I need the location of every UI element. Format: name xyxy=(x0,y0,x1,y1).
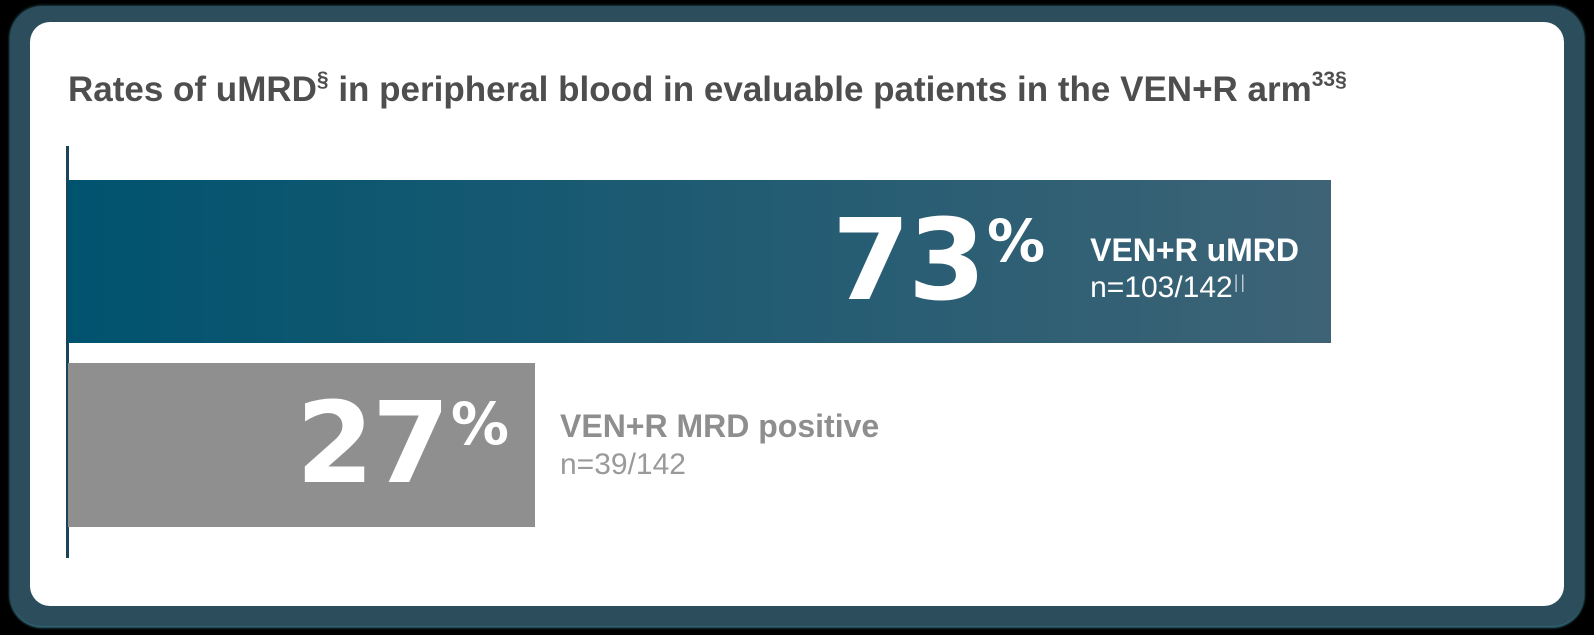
bar-n-text: n=103/142 xyxy=(1090,270,1233,304)
percent-sign: % xyxy=(986,206,1046,275)
y-axis-line xyxy=(66,146,69,558)
card-frame: Rates of uMRD§ in peripheral blood in ev… xyxy=(10,6,1584,626)
bar-venr-mrd-positive: 27 % xyxy=(68,363,535,527)
percent-sign: % xyxy=(450,390,509,459)
title-footnote-marker-2: 33§ xyxy=(1311,68,1347,92)
bar-label-venr-mrd-positive: VEN+R MRD positive n=39/142 xyxy=(560,363,879,527)
n-footnote-marker: || xyxy=(1233,272,1248,293)
bar-name-label: VEN+R MRD positive xyxy=(560,408,880,445)
bar-name-label: VEN+R uMRD xyxy=(1090,231,1299,268)
chart-card: Rates of uMRD§ in peripheral blood in ev… xyxy=(30,22,1564,606)
bar-n-label: n=103/142|| xyxy=(1090,270,1299,306)
bar-n-text: n=39/142 xyxy=(560,448,686,482)
chart-title-text: Rates of uMRD xyxy=(68,70,317,109)
bar-label-venr-umrd: VEN+R uMRD n=103/142|| xyxy=(1090,230,1299,306)
bar-value-venr-umrd: 73 % xyxy=(832,195,1046,326)
chart-title: Rates of uMRD§ in peripheral blood in ev… xyxy=(68,68,1347,110)
chart-title-text-2: in peripheral blood in evaluable patient… xyxy=(328,70,1312,109)
title-footnote-marker-1: § xyxy=(316,68,329,92)
bar-value-number: 27 xyxy=(296,379,450,510)
bar-venr-umrd: 73 % VEN+R uMRD n=103/142|| xyxy=(68,180,1331,343)
bar-value-number: 73 xyxy=(832,195,986,326)
bar-n-label: n=39/142 xyxy=(560,446,879,484)
bar-value-venr-mrd-positive: 27 % xyxy=(296,379,509,510)
